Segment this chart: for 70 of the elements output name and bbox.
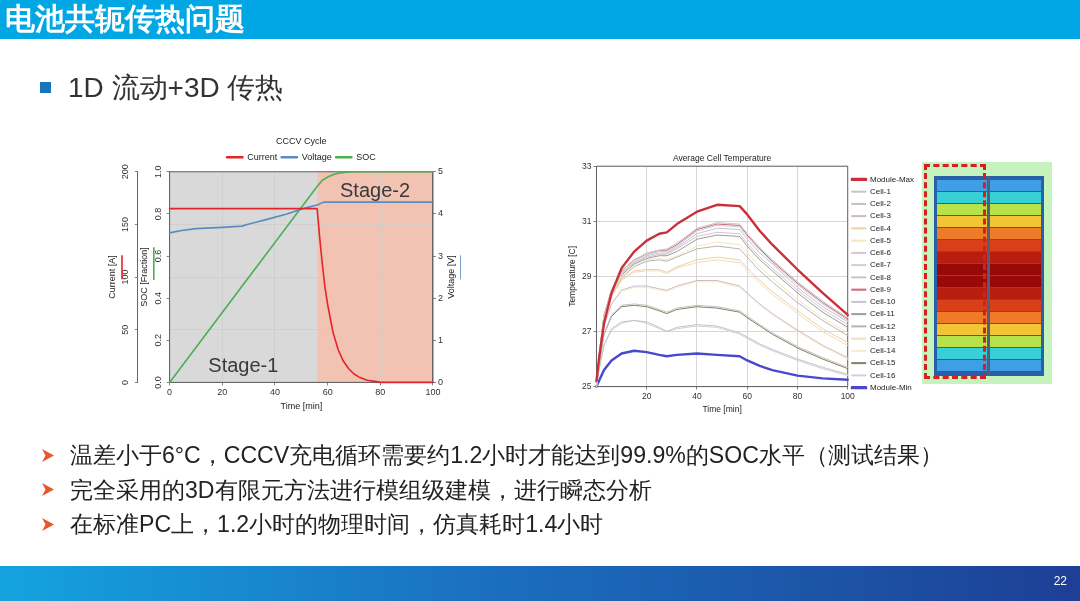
x-tick-label: 40 [692, 391, 702, 402]
x-axis-title: Time [min] [702, 404, 742, 415]
legend-label: SOC [356, 151, 377, 162]
band-label: Stage-2 [340, 179, 411, 202]
legend-label: Cell-2 [869, 199, 892, 209]
y3-tick-label: 5 [437, 166, 444, 177]
x-tick-label: 100 [425, 387, 441, 398]
y-tick-label: 200 [119, 164, 130, 180]
legend-label: Cell-5 [869, 235, 892, 245]
y-tick-label: 29 [581, 270, 592, 281]
legend-label: Cell-11 [869, 309, 896, 319]
band-label: Stage-1 [208, 353, 279, 376]
y3-tick-label: 4 [437, 208, 444, 219]
y-tick-label: 27 [581, 325, 592, 336]
legend-label: Cell-9 [869, 284, 892, 294]
x-tick-label: 80 [375, 387, 386, 398]
y2-tick-label: 1.0 [152, 165, 163, 179]
legend-label: Module-Max [869, 174, 914, 184]
y-tick-label: 33 [581, 160, 592, 171]
x-tick-label: 100 [840, 391, 856, 402]
legend-label: Cell-10 [869, 297, 896, 307]
y3-tick-label: 1 [437, 334, 444, 345]
legend-label: Voltage [301, 151, 332, 162]
y2-tick-label: 0.6 [152, 249, 163, 263]
legend-label: Cell-13 [869, 333, 896, 343]
legend-label: Cell-16 [869, 370, 896, 380]
y-tick-label: 50 [119, 324, 130, 335]
x-tick-label: 60 [322, 387, 333, 398]
y2-tick-label: 0.2 [152, 334, 163, 347]
chart-title: CCCV Cycle [276, 135, 327, 146]
x-tick-label: 80 [792, 391, 803, 402]
legend-label: Module-Min [869, 382, 912, 392]
x-axis-title: Time [min] [280, 401, 323, 412]
y-tick-label: 100 [119, 269, 130, 285]
y3-tick-label: 3 [437, 250, 444, 261]
text: 在标准PC上，1.2小时的物理时间，仿真耗时1.4小时 [70, 510, 604, 539]
chart-title: Average Cell Temperature [672, 153, 772, 164]
text: 1D 流动+3D 传热 [68, 71, 284, 105]
text: 完全采用的3D有限元方法进行模组级建模，进行瞬态分析 [70, 475, 652, 505]
legend-label: Cell-1 [869, 186, 892, 196]
y2-tick-label: 0.8 [152, 207, 163, 221]
y-tick-label: 0 [119, 379, 130, 385]
x-tick-label: 20 [641, 391, 652, 402]
legend-label: Cell-14 [869, 346, 896, 356]
x-tick-label: 0 [167, 387, 173, 398]
y3-tick-label: 2 [437, 292, 444, 303]
legend-label: Cell-15 [869, 358, 896, 368]
y3-axis-title: Voltage [V] [446, 255, 457, 299]
legend-label: Current [247, 151, 278, 162]
legend-label: Cell-3 [869, 211, 892, 221]
legend-label: Cell-4 [869, 223, 892, 233]
x-tick-label: 20 [217, 387, 228, 398]
y2-tick-label: 0.0 [152, 376, 163, 389]
legend-label: Cell-6 [869, 248, 892, 258]
y-tick-label: 25 [581, 380, 592, 391]
x-tick-label: 40 [269, 387, 280, 398]
text: 温差小于6°C，CCCV充电循环需要约1.2小时才能达到99.9%的SOC水平（测试结果） [70, 441, 943, 470]
y-axis-title: Current [A] [107, 255, 118, 299]
y-axis-title: Temperature [C] [567, 245, 578, 307]
y3-tick-label: 0 [437, 376, 444, 387]
legend-label: Cell-7 [869, 260, 892, 270]
y2-tick-label: 0.4 [152, 291, 163, 305]
legend-label: Cell-12 [869, 321, 896, 331]
text: 电池共轭传热问题 [5, 1, 245, 37]
x-tick-label: 60 [742, 391, 753, 402]
legend-label: Cell-8 [869, 272, 892, 282]
text: 22 [1053, 574, 1067, 589]
y2-axis-title: SOC [Fraction] [139, 247, 150, 307]
y-tick-label: 31 [581, 215, 592, 226]
y-tick-label: 150 [119, 216, 130, 232]
